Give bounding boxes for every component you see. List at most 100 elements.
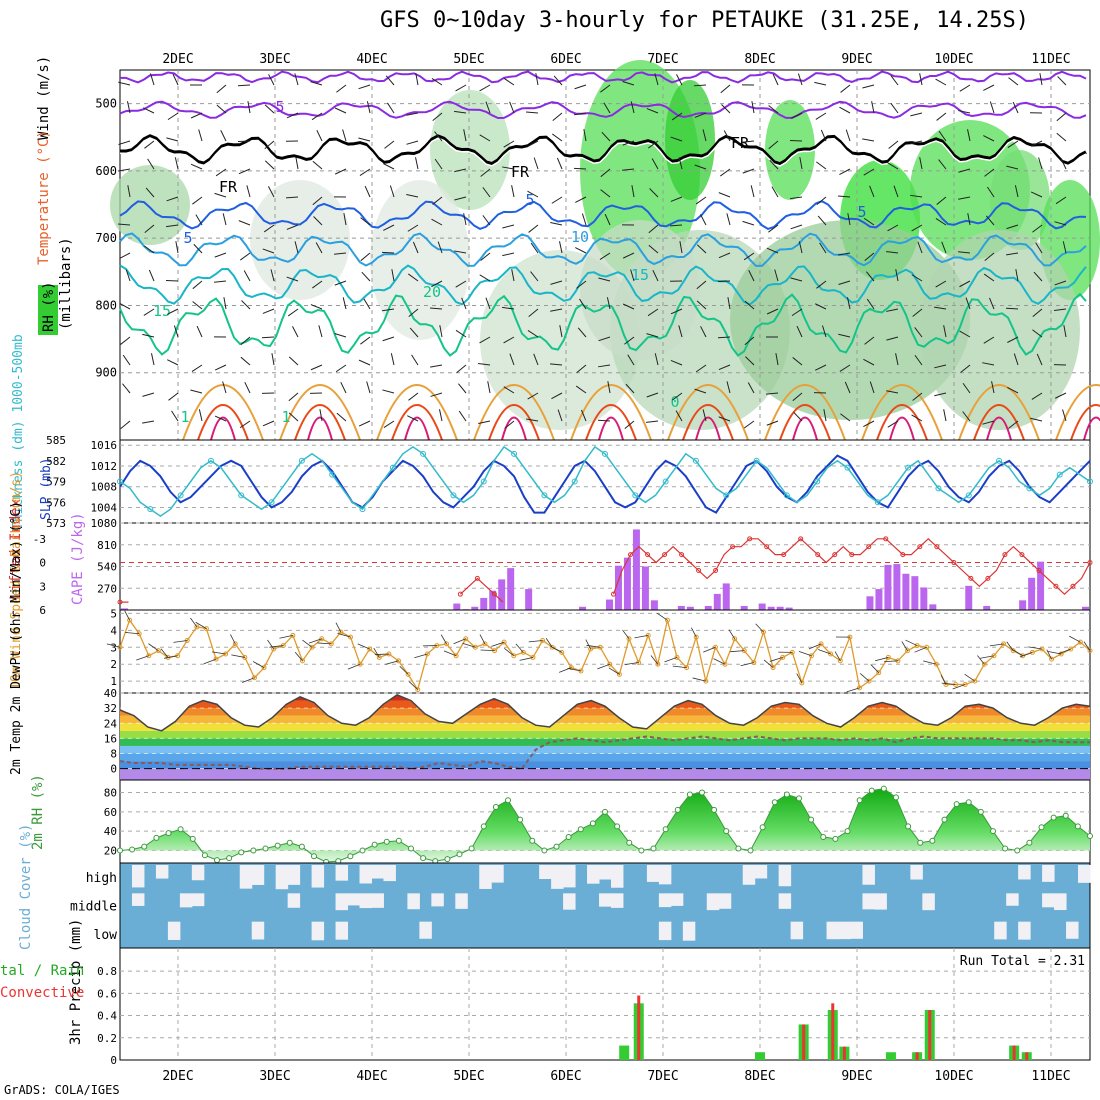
wind-barb <box>336 412 347 422</box>
wind-barb <box>769 657 783 662</box>
wind-barb <box>576 364 587 374</box>
cloud-gap <box>359 865 372 884</box>
cloud-gap <box>706 893 720 911</box>
li-marker <box>457 591 463 597</box>
wind-barb <box>622 81 635 86</box>
wind-barb <box>769 159 779 170</box>
wind-barb <box>412 241 419 254</box>
rh-marker <box>711 806 718 813</box>
wind-barb <box>808 643 822 650</box>
temp-contour <box>404 416 430 441</box>
wind-barb <box>723 130 731 142</box>
temp-band <box>120 715 1090 724</box>
wind-barb <box>406 194 419 198</box>
wind-barb <box>262 308 275 314</box>
wind-barb <box>287 308 299 317</box>
wind-barb <box>679 241 683 254</box>
temp-tick-label: 32 <box>104 702 117 715</box>
wind-barb <box>838 280 851 285</box>
temp-contour <box>1055 384 1100 441</box>
rh-marker <box>262 845 269 852</box>
li-axis-label: Lifted Index <box>8 499 24 600</box>
rh-marker <box>699 789 705 796</box>
cape-bar <box>579 606 587 610</box>
temp-band <box>120 761 1090 769</box>
wind-barb <box>487 381 491 394</box>
precip-total-bar <box>755 1052 765 1060</box>
cloud-gap <box>610 865 624 888</box>
cape-bar <box>866 596 874 610</box>
cape-bar <box>893 564 901 610</box>
freezing-level-line-inner <box>119 137 1087 167</box>
cape-bar <box>929 604 937 610</box>
bottom-date-label: 11DEC <box>1031 1069 1070 1084</box>
wind-barb <box>905 639 918 646</box>
wind-barb <box>575 247 587 254</box>
wind-barb <box>670 308 683 315</box>
wind-barb <box>962 382 971 394</box>
rh-marker <box>929 837 936 844</box>
temp-tick-label: 8 <box>110 748 117 761</box>
wind-barb <box>381 251 395 254</box>
top-date-label: 4DEC <box>356 52 387 67</box>
wind-barb <box>223 297 227 310</box>
wind-barb <box>462 642 476 648</box>
li-marker <box>883 536 889 542</box>
wind-barb <box>552 133 563 142</box>
wind-barb <box>901 641 908 651</box>
wind-speed-marker <box>1049 656 1055 662</box>
wind-barb <box>917 241 923 254</box>
wind-barb <box>1008 420 1019 429</box>
wind-barb <box>241 300 251 310</box>
cloud-gap <box>1066 921 1079 939</box>
wind-barb <box>363 298 371 310</box>
thickness-marker <box>692 457 699 464</box>
wind-barb <box>1032 308 1043 318</box>
wind-barb <box>919 157 923 170</box>
wind-barb <box>166 224 179 228</box>
temp2m-line <box>119 694 1091 732</box>
wind-barb <box>815 112 827 120</box>
cloud-gap <box>371 865 384 879</box>
contour-label: 15 <box>631 266 649 284</box>
wind-barb <box>408 681 418 690</box>
li-marker <box>917 544 923 550</box>
wind-barb <box>526 418 539 422</box>
wind-barb <box>603 102 611 114</box>
wind-barb <box>313 216 323 226</box>
temp-contour <box>958 384 1040 441</box>
wind-barb <box>173 640 188 643</box>
wind-barb <box>454 168 467 173</box>
li-marker <box>696 567 702 573</box>
cloud-gap <box>251 921 265 940</box>
cloud-gap <box>131 893 145 906</box>
wind-barb <box>648 244 659 254</box>
bottom-date-label: 3DEC <box>259 1069 290 1084</box>
wind-barb <box>1038 157 1043 170</box>
wind-barb <box>530 271 539 282</box>
contour-label: 1 <box>180 408 189 426</box>
wind-barb <box>1013 353 1019 366</box>
wind-barb <box>1056 132 1067 142</box>
wind-barb <box>771 186 779 198</box>
wind-barb <box>382 336 395 342</box>
wind-speed-marker <box>309 644 315 650</box>
wind-barb <box>550 363 563 366</box>
wind-barb <box>911 414 923 422</box>
precip-tick-label: 0.6 <box>97 987 117 1000</box>
wind-speed-marker <box>299 658 305 664</box>
rh-marker <box>723 828 730 835</box>
wind-barb <box>458 410 467 422</box>
temp-contour <box>585 404 637 441</box>
wind-barb <box>960 364 971 373</box>
wind-barb <box>743 252 755 261</box>
cloud-gap <box>850 921 863 939</box>
wind-barb <box>527 329 539 338</box>
wind-barb <box>535 73 539 86</box>
chart-title: GFS 0~10day 3-hourly for PETAUKE (31.25E… <box>380 8 1030 33</box>
precip-conv-bar <box>842 1046 846 1060</box>
wind-panel-frame <box>119 609 1091 694</box>
wind-barb <box>834 651 841 662</box>
wind-barb <box>1060 157 1067 170</box>
rh-marker <box>492 804 499 811</box>
